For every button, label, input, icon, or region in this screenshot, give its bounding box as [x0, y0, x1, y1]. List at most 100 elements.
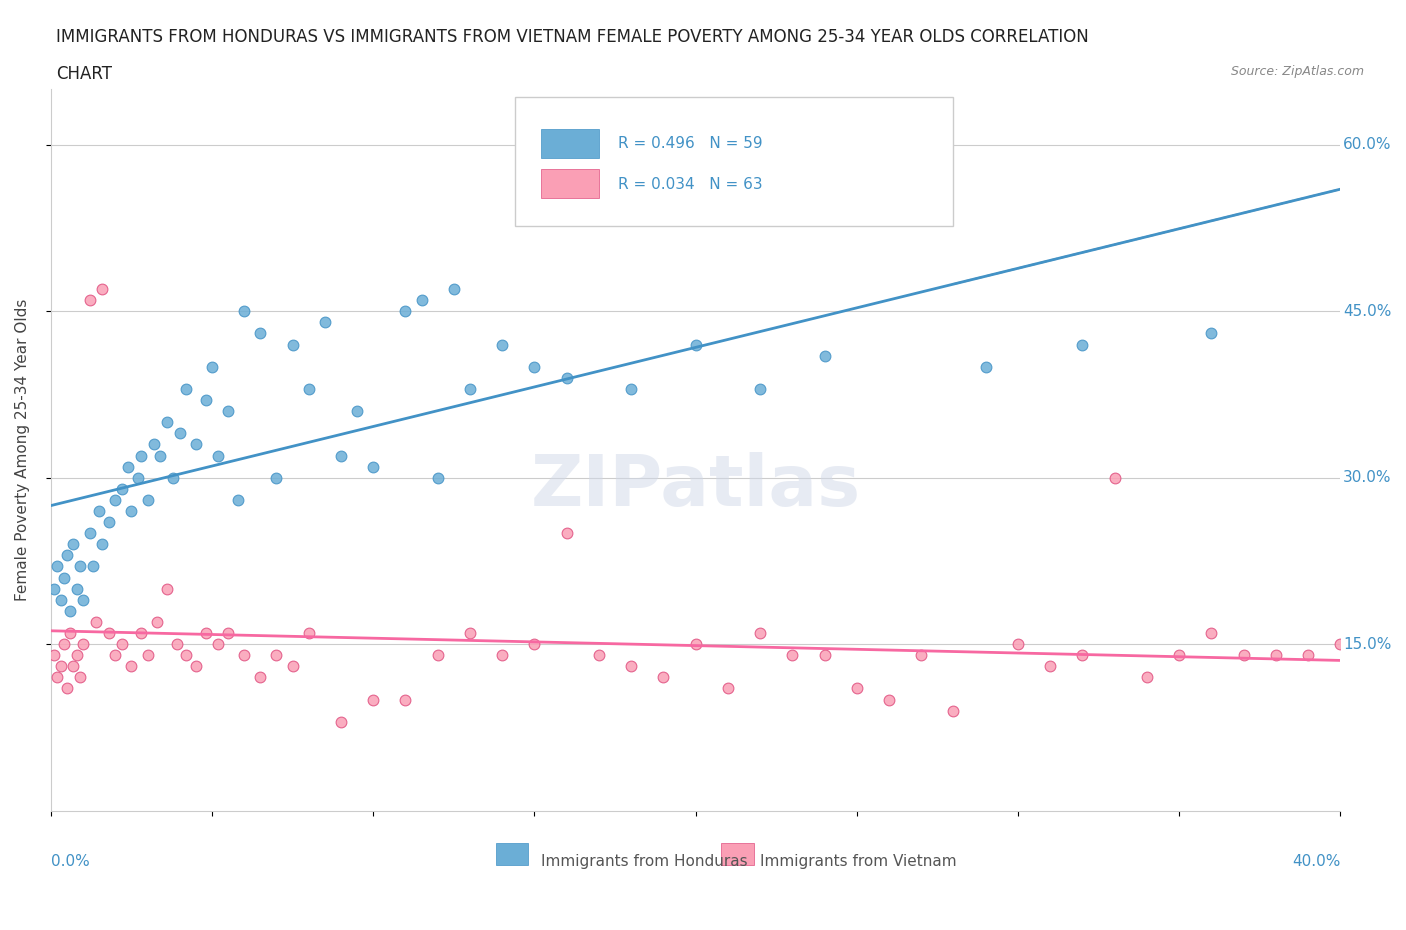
Point	[298, 626, 321, 641]
Point	[491, 338, 513, 352]
Point	[146, 615, 169, 630]
Point	[162, 471, 184, 485]
Point	[974, 359, 997, 374]
Point	[361, 692, 384, 707]
Point	[104, 648, 127, 663]
Point	[588, 648, 610, 663]
Point	[42, 648, 65, 663]
FancyBboxPatch shape	[541, 168, 599, 197]
Point	[97, 626, 120, 641]
Point	[69, 559, 91, 574]
Point	[620, 381, 643, 396]
Point	[314, 315, 336, 330]
Point	[394, 304, 416, 319]
Text: R = 0.496   N = 59: R = 0.496 N = 59	[619, 136, 763, 151]
Point	[942, 703, 965, 718]
Text: 0.0%: 0.0%	[51, 854, 90, 869]
Point	[281, 338, 304, 352]
Point	[79, 525, 101, 540]
Point	[1104, 471, 1126, 485]
Point	[411, 293, 433, 308]
Point	[426, 648, 449, 663]
Point	[1136, 670, 1159, 684]
Point	[201, 359, 224, 374]
Point	[56, 681, 79, 696]
Point	[156, 415, 179, 430]
Point	[782, 648, 804, 663]
Point	[129, 448, 152, 463]
Point	[249, 326, 271, 341]
Point	[1329, 637, 1351, 652]
Point	[1296, 648, 1319, 663]
Point	[69, 670, 91, 684]
Point	[149, 448, 172, 463]
Point	[184, 437, 207, 452]
Point	[1233, 648, 1256, 663]
Text: 60.0%: 60.0%	[1343, 138, 1392, 153]
Point	[104, 493, 127, 508]
Point	[717, 681, 740, 696]
Text: CHART: CHART	[56, 65, 112, 83]
Point	[555, 525, 578, 540]
Text: 45.0%: 45.0%	[1343, 304, 1392, 319]
Point	[217, 626, 239, 641]
Point	[491, 648, 513, 663]
Point	[62, 658, 84, 673]
Point	[143, 437, 166, 452]
Point	[89, 503, 111, 518]
Point	[65, 581, 87, 596]
Point	[111, 637, 134, 652]
Point	[749, 381, 772, 396]
Point	[233, 304, 256, 319]
Text: 15.0%: 15.0%	[1343, 637, 1392, 652]
Point	[249, 670, 271, 684]
Point	[361, 459, 384, 474]
Point	[1039, 658, 1062, 673]
Point	[1071, 338, 1094, 352]
Point	[46, 670, 69, 684]
Point	[1264, 648, 1286, 663]
Point	[97, 514, 120, 529]
Point	[129, 626, 152, 641]
FancyBboxPatch shape	[496, 843, 527, 865]
Point	[226, 493, 249, 508]
Point	[845, 681, 868, 696]
Point	[685, 637, 707, 652]
Point	[458, 381, 481, 396]
Point	[56, 548, 79, 563]
Point	[42, 581, 65, 596]
Point	[136, 493, 159, 508]
Point	[79, 293, 101, 308]
Point	[685, 338, 707, 352]
Text: R = 0.034   N = 63: R = 0.034 N = 63	[619, 177, 763, 193]
Point	[166, 637, 188, 652]
Point	[207, 448, 229, 463]
Text: Immigrants from Honduras: Immigrants from Honduras	[541, 854, 748, 869]
Point	[174, 648, 197, 663]
Point	[120, 658, 142, 673]
Point	[877, 692, 900, 707]
Point	[169, 426, 191, 441]
Text: 40.0%: 40.0%	[1292, 854, 1340, 869]
Point	[1007, 637, 1029, 652]
Point	[877, 160, 900, 175]
Point	[330, 714, 353, 729]
Point	[49, 592, 72, 607]
Point	[91, 282, 114, 297]
Point	[59, 626, 82, 641]
Point	[207, 637, 229, 652]
Point	[62, 537, 84, 551]
Point	[523, 359, 546, 374]
Point	[281, 658, 304, 673]
Point	[217, 404, 239, 418]
Text: Immigrants from Vietnam: Immigrants from Vietnam	[761, 854, 956, 869]
Point	[72, 637, 94, 652]
Point	[458, 626, 481, 641]
Point	[65, 648, 87, 663]
Point	[174, 381, 197, 396]
FancyBboxPatch shape	[721, 843, 754, 865]
Point	[127, 471, 149, 485]
Point	[117, 459, 139, 474]
Text: Source: ZipAtlas.com: Source: ZipAtlas.com	[1230, 65, 1364, 78]
Point	[813, 648, 835, 663]
